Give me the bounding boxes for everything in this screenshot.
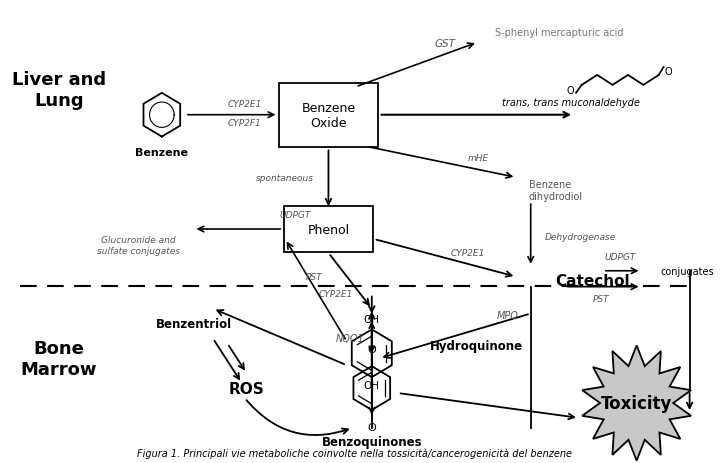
Text: Liver and
Lung: Liver and Lung: [12, 71, 106, 110]
Text: PST: PST: [593, 294, 610, 303]
Text: UDPGT: UDPGT: [279, 211, 311, 219]
Text: O: O: [367, 422, 376, 432]
Text: OH: OH: [363, 380, 380, 390]
Text: Glucuronide and
sulfate conjugates: Glucuronide and sulfate conjugates: [97, 236, 180, 255]
Text: PST: PST: [306, 273, 322, 282]
Text: Phenol: Phenol: [308, 223, 350, 236]
Text: Benzene
dihydrodiol: Benzene dihydrodiol: [529, 180, 583, 201]
Text: NQO1: NQO1: [335, 334, 364, 344]
Text: ROS: ROS: [229, 381, 264, 396]
Text: GST: GST: [434, 39, 455, 49]
Text: CYP2F1: CYP2F1: [228, 119, 261, 127]
Text: Figura 1. Principali vie metaboliche coinvolte nella tossicità/cancerogenicità d: Figura 1. Principali vie metaboliche coi…: [137, 447, 572, 458]
FancyBboxPatch shape: [284, 206, 373, 253]
Text: Catechol: Catechol: [555, 274, 629, 288]
Text: O: O: [367, 344, 376, 355]
Text: O: O: [665, 67, 672, 77]
Text: Benzoquinones: Benzoquinones: [321, 435, 422, 448]
Text: CYP2E1: CYP2E1: [227, 100, 262, 108]
Text: CYP2E1: CYP2E1: [318, 289, 353, 299]
Text: trans, trans muconaldehyde: trans, trans muconaldehyde: [502, 98, 640, 107]
Text: O: O: [566, 86, 574, 96]
Text: Benzene: Benzene: [135, 148, 188, 158]
Text: spontaneous: spontaneous: [256, 174, 314, 182]
Text: Benzentriol: Benzentriol: [156, 317, 232, 330]
Text: MPO: MPO: [497, 311, 519, 321]
Text: Dehydrogenase: Dehydrogenase: [545, 233, 616, 242]
Text: Toxicity: Toxicity: [601, 394, 673, 412]
Text: conjugates: conjugates: [661, 266, 715, 276]
Text: Benzene
Oxide: Benzene Oxide: [301, 101, 355, 130]
FancyBboxPatch shape: [279, 84, 378, 147]
Text: OH: OH: [363, 315, 380, 325]
Text: S-phenyl mercapturic acid: S-phenyl mercapturic acid: [495, 28, 624, 38]
Text: Hydroquinone: Hydroquinone: [429, 339, 523, 352]
Polygon shape: [582, 345, 691, 461]
Text: Bone
Marrow: Bone Marrow: [20, 339, 97, 378]
Text: mHE: mHE: [468, 154, 489, 163]
Text: UDPGT: UDPGT: [605, 252, 636, 261]
Text: CYP2E1: CYP2E1: [451, 248, 485, 257]
